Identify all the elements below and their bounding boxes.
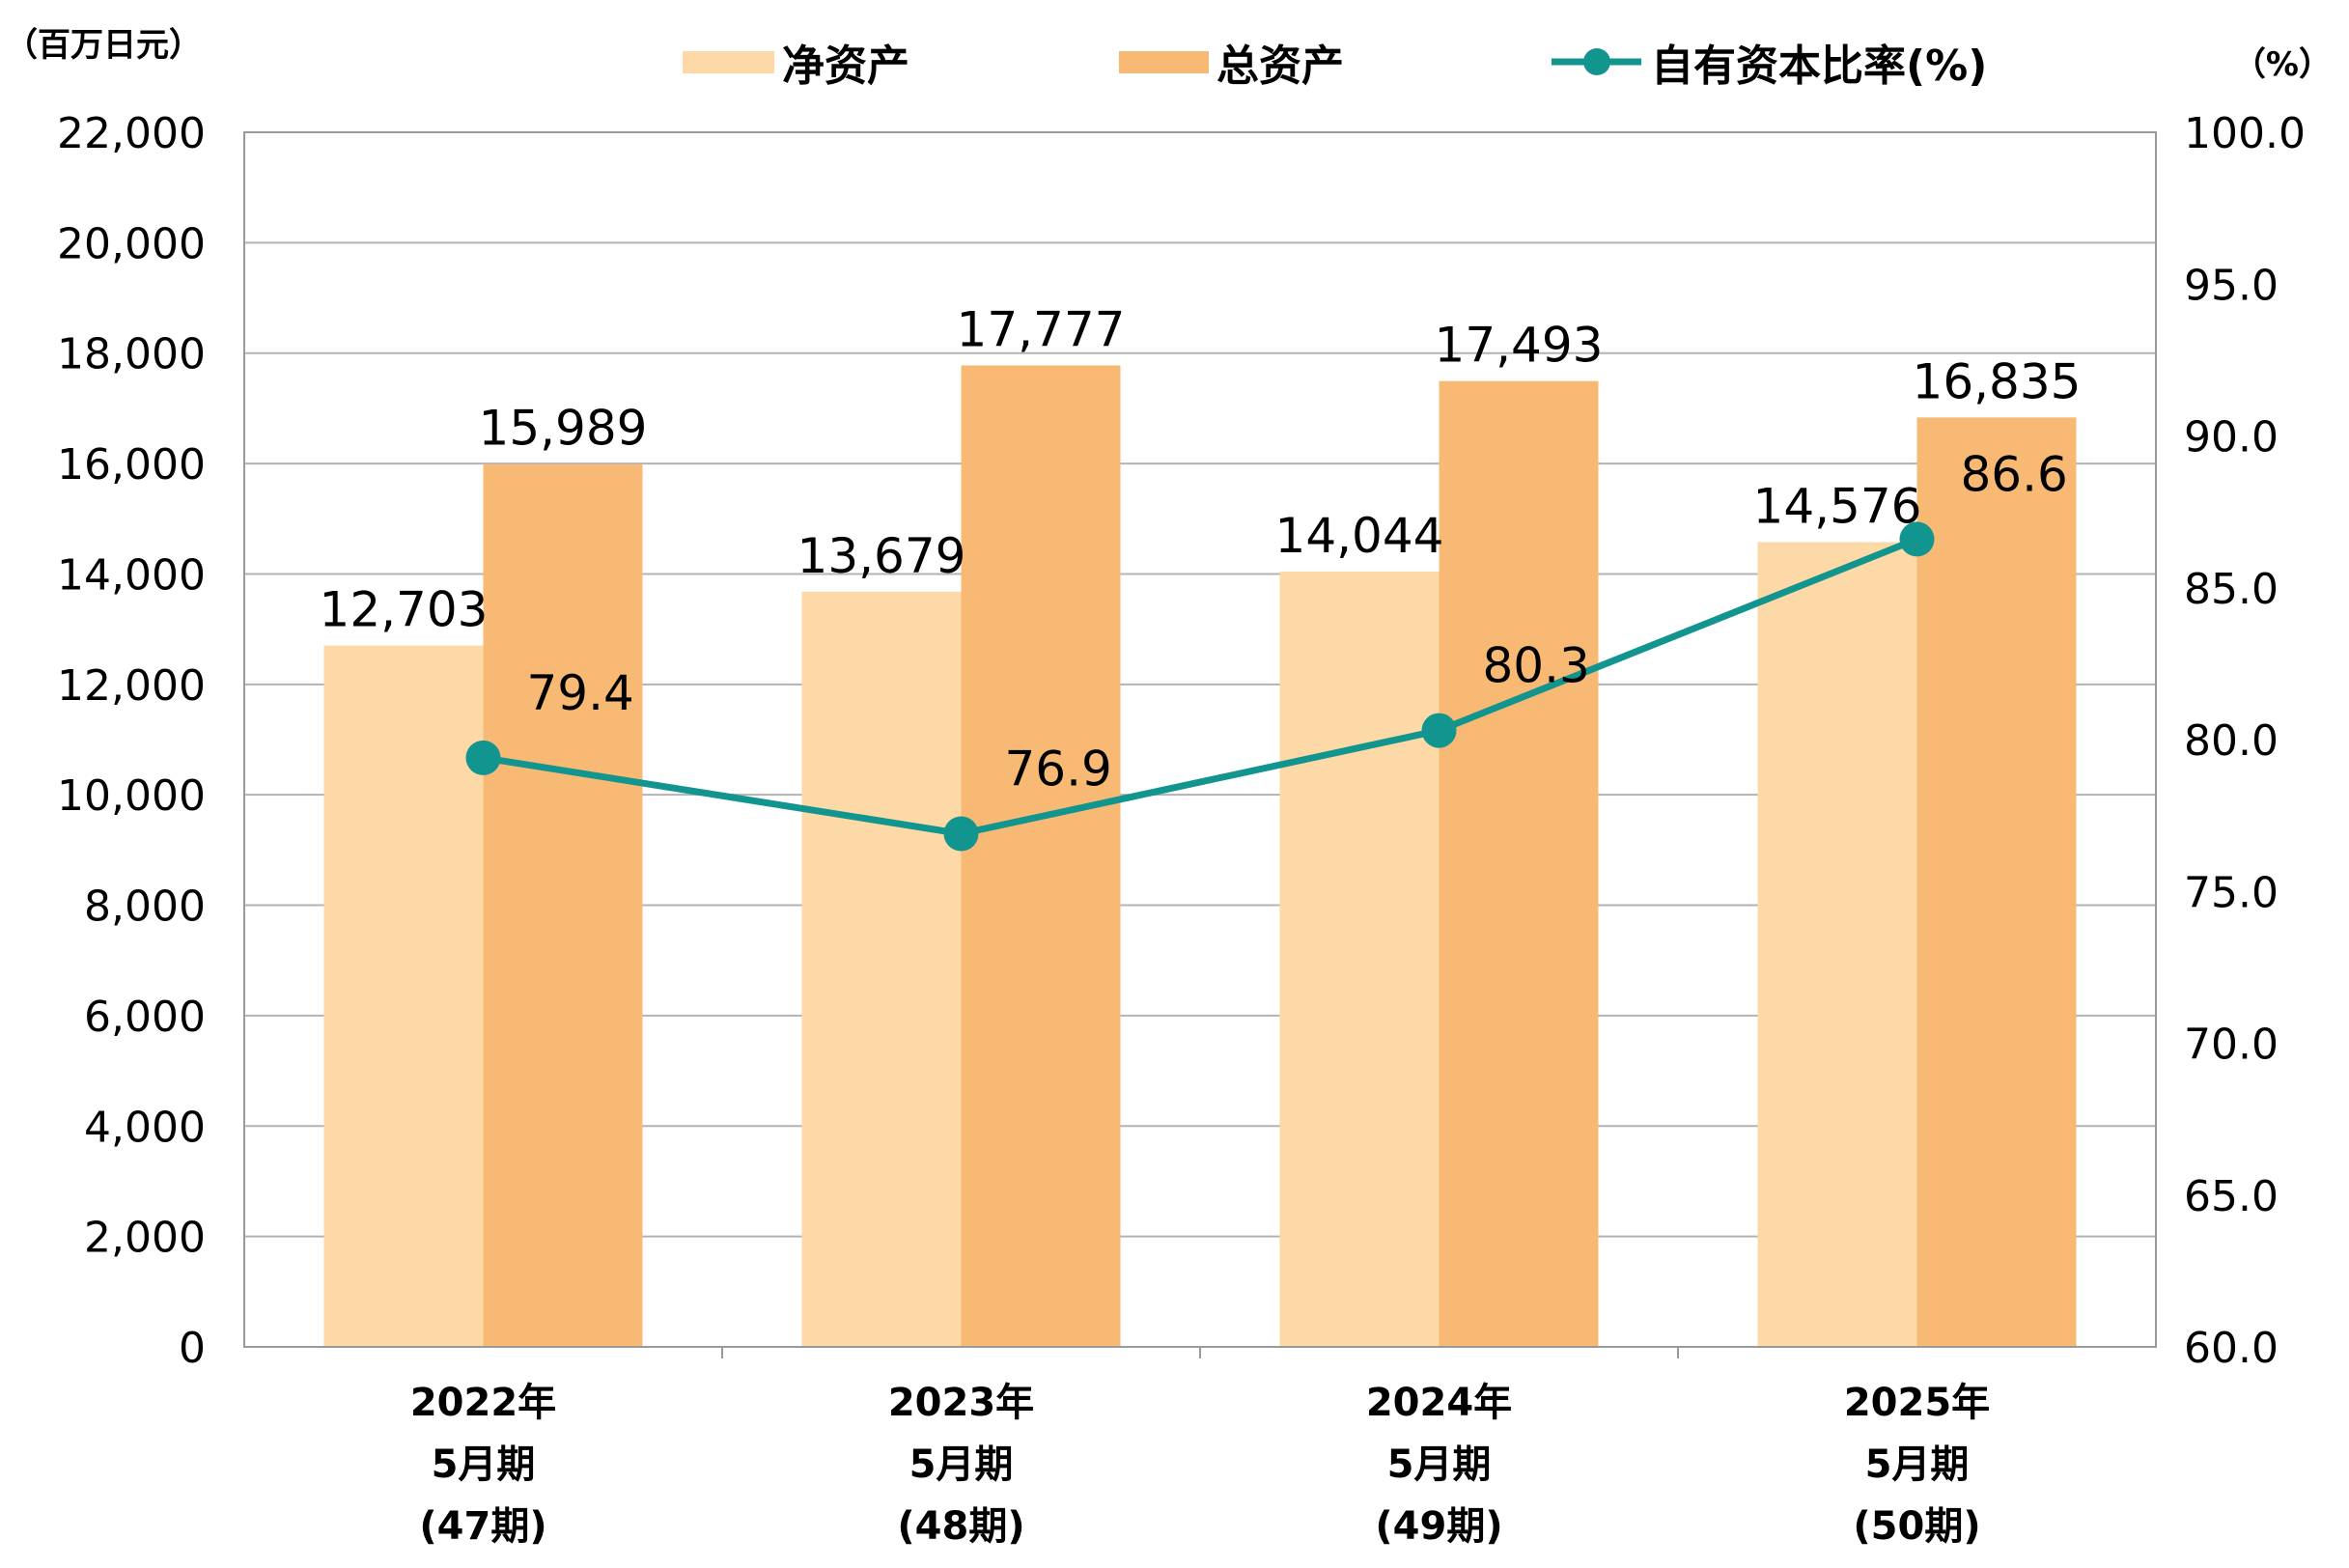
ratio-point — [943, 816, 979, 852]
ratio-value-label: 86.6 — [1961, 446, 2068, 502]
right-axis-unit: （%） — [2233, 45, 2332, 84]
left-tick-label: 14,000 — [57, 550, 206, 600]
category-label: (48期) — [897, 1504, 1024, 1549]
category-label: 5月期 — [909, 1442, 1014, 1487]
left-tick-label: 20,000 — [57, 219, 206, 268]
left-tick-label: 0 — [179, 1324, 206, 1373]
category-label: (49期) — [1375, 1504, 1502, 1549]
left-axis-unit: （百万日元） — [5, 26, 202, 65]
bar-total-assets — [961, 365, 1121, 1347]
category-label: 5月期 — [432, 1442, 536, 1487]
category-label: 5月期 — [1387, 1442, 1492, 1487]
bar-total-assets — [1439, 380, 1599, 1347]
category-label: 5月期 — [1865, 1442, 1970, 1487]
bar-value-label: 17,777 — [957, 301, 1126, 357]
ratio-line — [465, 521, 1935, 852]
left-tick-label: 22,000 — [57, 109, 206, 158]
ratio-point — [465, 740, 501, 775]
ratio-point — [1899, 521, 1935, 557]
ratio-value-label: 79.4 — [527, 665, 634, 721]
left-tick-label: 4,000 — [84, 1103, 206, 1152]
left-tick-label: 16,000 — [57, 440, 206, 490]
category-label: 2024年 — [1366, 1381, 1512, 1425]
category-label: 2022年 — [410, 1381, 556, 1425]
bar-total-assets — [483, 463, 643, 1347]
legend-label-ratio: 自有资本比率(%) — [1651, 42, 1987, 91]
right-tick-label: 70.0 — [2184, 1021, 2279, 1070]
left-tick-label: 8,000 — [84, 882, 206, 932]
category-label: (50期) — [1853, 1504, 1980, 1549]
bar-total-assets — [1916, 417, 2077, 1347]
right-tick-label: 80.0 — [2184, 716, 2279, 766]
bar-value-label: 14,576 — [1753, 479, 1922, 535]
bar-net-assets — [323, 645, 484, 1347]
right-tick-label: 90.0 — [2184, 413, 2279, 462]
left-tick-label: 18,000 — [57, 330, 206, 379]
right-tick-label: 60.0 — [2184, 1324, 2279, 1373]
left-tick-label: 2,000 — [84, 1214, 206, 1263]
bar-value-label: 14,044 — [1275, 508, 1444, 564]
legend-label-net-assets: 净资产 — [782, 42, 909, 91]
plot-frame — [243, 131, 2157, 1358]
bar-value-label: 17,493 — [1435, 318, 1604, 374]
ratio-line-path — [482, 536, 1918, 837]
right-tick-label: 100.0 — [2184, 109, 2306, 158]
legend-marker-ratio — [1583, 48, 1610, 75]
category-label: 2025年 — [1844, 1381, 1990, 1425]
legend: 净资产 总资产 自有资本比率(%) — [683, 42, 1987, 91]
bar-net-assets — [1279, 571, 1440, 1347]
bars — [323, 365, 2077, 1347]
right-tick-label: 75.0 — [2184, 868, 2279, 917]
bar-value-label: 12,703 — [320, 582, 489, 638]
bar-value-label: 16,835 — [1913, 353, 2082, 409]
right-tick-label: 85.0 — [2184, 565, 2279, 614]
right-tick-label: 65.0 — [2184, 1172, 2279, 1221]
left-tick-label: 6,000 — [84, 993, 206, 1042]
data-labels: 12,703 15,989 13,679 17,777 14,044 17,493 14,5… — [320, 301, 2082, 797]
bar-net-assets — [1757, 542, 1917, 1347]
right-tick-label: 95.0 — [2184, 261, 2279, 310]
bar-value-label: 15,989 — [479, 401, 648, 457]
left-tick-label: 10,000 — [57, 771, 206, 821]
bar-value-label: 13,679 — [797, 528, 966, 584]
legend-swatch-net-assets — [683, 51, 774, 73]
bar-net-assets — [801, 591, 962, 1347]
legend-swatch-total-assets — [1119, 51, 1209, 73]
left-tick-label: 12,000 — [57, 661, 206, 711]
ratio-value-label: 80.3 — [1483, 638, 1590, 694]
ratio-value-label: 76.9 — [1005, 741, 1112, 797]
legend-label-total-assets: 总资产 — [1216, 42, 1344, 91]
axes: 0 2,000 4,000 6,000 8,000 10,000 12,000 14,000 1… — [57, 109, 2306, 1549]
category-label: 2023年 — [888, 1381, 1034, 1425]
ratio-point — [1421, 713, 1457, 748]
plot-border — [243, 131, 2157, 1348]
category-label: (47期) — [419, 1504, 546, 1549]
